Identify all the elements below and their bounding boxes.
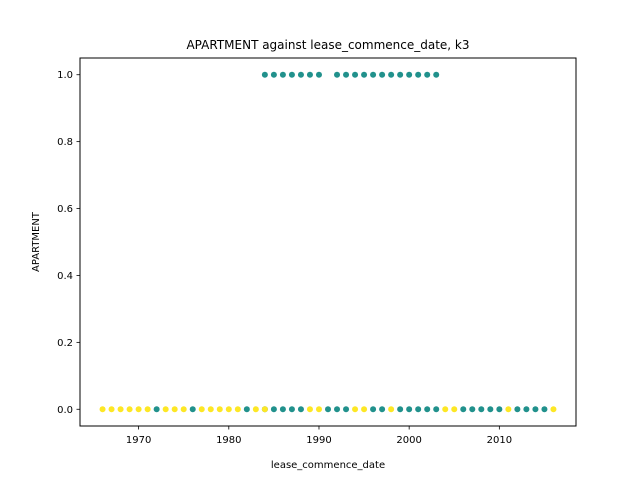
x-axis: 1970 1980 1990 2000 2010 <box>126 426 512 446</box>
scatter-point <box>252 406 259 413</box>
scatter-point <box>315 406 322 413</box>
scatter-point <box>117 406 124 413</box>
scatter-point <box>126 406 133 413</box>
scatter-point <box>460 406 467 413</box>
y-tick-label: 0.0 <box>57 405 73 416</box>
scatter-point <box>424 71 431 78</box>
scatter-point <box>261 71 268 78</box>
scatter-point <box>415 406 422 413</box>
scatter-point <box>144 406 151 413</box>
scatter-point <box>433 71 440 78</box>
scatter-point <box>99 406 106 413</box>
scatter-point <box>243 406 250 413</box>
scatter-point <box>225 406 232 413</box>
scatter-point <box>406 71 413 78</box>
y-tick-label: 0.4 <box>57 271 73 282</box>
x-tick-label: 2000 <box>396 435 421 446</box>
scatter-point <box>415 71 422 78</box>
scatter-point <box>370 71 377 78</box>
scatter-point <box>532 406 539 413</box>
scatter-point <box>108 406 115 413</box>
scatter-point <box>306 71 313 78</box>
scatter-point <box>379 71 386 78</box>
scatter-point <box>397 406 404 413</box>
chart-title: APARTMENT against lease_commence_date, k… <box>186 38 469 52</box>
scatter-point <box>343 71 350 78</box>
scatter-point <box>343 406 350 413</box>
scatter-point <box>433 406 440 413</box>
y-tick-label: 0.6 <box>57 204 73 215</box>
plot-area <box>80 58 576 426</box>
scatter-point <box>162 406 169 413</box>
x-tick-label: 1990 <box>306 435 331 446</box>
x-tick-label: 1980 <box>216 435 241 446</box>
scatter-point <box>352 406 359 413</box>
scatter-point <box>261 406 268 413</box>
scatter-point <box>297 406 304 413</box>
scatter-point <box>406 406 413 413</box>
scatter-point <box>541 406 548 413</box>
scatter-point <box>451 406 458 413</box>
scatter-point <box>270 71 277 78</box>
scatter-point <box>180 406 187 413</box>
scatter-point <box>306 406 313 413</box>
scatter-point <box>370 406 377 413</box>
scatter-point <box>288 406 295 413</box>
x-tick-label: 2010 <box>487 435 512 446</box>
x-axis-title: lease_commence_date <box>271 460 385 471</box>
scatter-point <box>379 406 386 413</box>
scatter-point <box>315 71 322 78</box>
scatter-point <box>334 406 341 413</box>
scatter-point <box>496 406 503 413</box>
scatter-point <box>550 406 557 413</box>
scatter-point <box>469 406 476 413</box>
scatter-point <box>352 71 359 78</box>
scatter-point <box>234 406 241 413</box>
scatter-point <box>325 406 331 413</box>
y-axis: 0.0 0.2 0.4 0.6 0.8 1.0 <box>57 70 80 416</box>
scatter-point <box>442 406 449 413</box>
scatter-point <box>216 406 223 413</box>
scatter-point <box>397 71 404 78</box>
scatter-point <box>207 406 214 413</box>
scatter-point <box>288 71 295 78</box>
scatter-point <box>361 406 368 413</box>
scatter-point <box>505 406 512 413</box>
y-tick-label: 0.8 <box>57 137 73 148</box>
scatter-point <box>279 406 286 413</box>
y-axis-title: APARTMENT <box>31 211 42 272</box>
scatter-point <box>361 71 368 78</box>
scatter-point <box>297 71 304 78</box>
scatter-point <box>135 406 142 413</box>
plot-frame <box>79 57 577 427</box>
scatter-point <box>198 406 205 413</box>
points-layer <box>99 71 557 413</box>
scatter-point <box>270 406 277 413</box>
scatter-point <box>523 406 530 413</box>
y-tick-label: 1.0 <box>57 70 73 81</box>
scatter-point <box>487 406 494 413</box>
scatter-point <box>189 406 196 413</box>
y-tick-label: 0.2 <box>57 338 73 349</box>
scatter-point <box>478 406 485 413</box>
scatter-point <box>514 406 521 413</box>
scatter-point <box>279 71 286 78</box>
scatter-point <box>153 406 160 413</box>
scatter-point <box>171 406 178 413</box>
x-tick-label: 1970 <box>126 435 151 446</box>
scatter-point <box>388 71 395 78</box>
scatter-point <box>334 71 341 78</box>
scatter-point <box>424 406 431 413</box>
scatter-point <box>388 406 395 413</box>
